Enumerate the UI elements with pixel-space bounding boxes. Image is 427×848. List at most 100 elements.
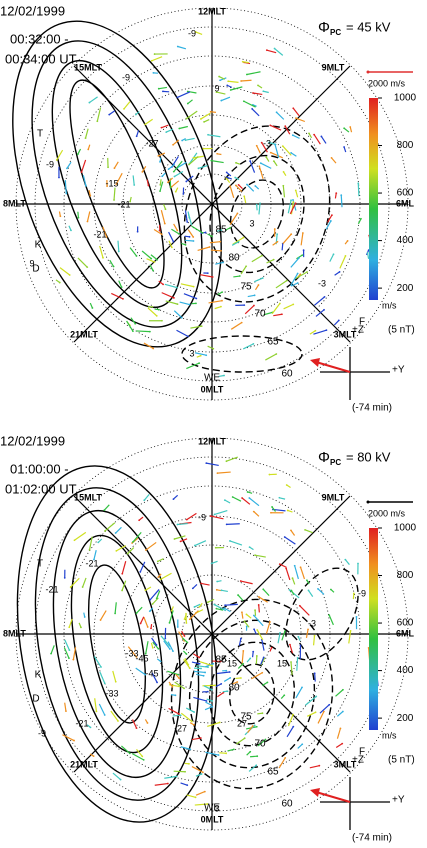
vector-origin	[65, 192, 68, 195]
latitude-label: 85	[215, 225, 227, 236]
colorbar-tick-label: 800	[397, 570, 414, 581]
latitude-label: 65	[267, 337, 279, 348]
vector-origin	[240, 321, 243, 324]
vector-origin	[306, 271, 308, 273]
vector-origin	[258, 165, 261, 168]
velocity-vector	[193, 670, 206, 674]
vector-origin	[234, 176, 237, 179]
vector-origin	[156, 681, 158, 684]
velocity-vector	[64, 639, 70, 651]
vector-origin	[152, 71, 155, 74]
velocity-vector	[241, 650, 244, 664]
potential-contour	[170, 598, 334, 790]
velocity-vector	[77, 148, 82, 155]
potential-contour	[229, 663, 275, 725]
vector-origin	[278, 302, 281, 305]
vector-origin	[339, 727, 342, 730]
vector-origin	[225, 669, 228, 672]
velocity-vector	[176, 329, 189, 337]
velocity-vector	[93, 550, 97, 560]
velocity-vector	[74, 531, 87, 541]
velocity-vector	[344, 559, 350, 566]
vector-origin	[329, 588, 332, 591]
vector-origin	[220, 99, 223, 102]
vector-origin	[245, 73, 248, 76]
velocity-vector	[325, 220, 332, 230]
vector-origin	[284, 630, 286, 633]
velocity-vector	[221, 96, 231, 102]
velocity-vector	[183, 659, 191, 669]
vector-origin	[194, 30, 197, 33]
velocity-vector	[295, 190, 299, 198]
velocity-vector	[135, 667, 146, 676]
mlt-label: 21MLT	[70, 329, 98, 339]
velocity-vector	[77, 211, 80, 218]
velocity-vector	[94, 698, 98, 712]
vector-origin	[252, 650, 255, 653]
vector-origin	[328, 703, 331, 706]
velocity-vector	[158, 152, 166, 157]
mlt-label: 15MLT	[74, 492, 102, 502]
vector-origin	[292, 201, 295, 204]
vector-origin	[150, 627, 152, 630]
velocity-vector	[111, 292, 124, 300]
vector-origin	[122, 297, 124, 300]
vector-origin	[225, 752, 228, 755]
velocity-vector	[109, 259, 115, 267]
vector-origin	[255, 203, 258, 206]
colorbar-tick-label: 800	[397, 140, 414, 151]
vector-origin	[185, 117, 188, 120]
imf-delay: (-74 min)	[352, 403, 392, 414]
vector-origin	[155, 644, 158, 646]
velocity-vector	[225, 178, 231, 184]
vector-origin	[89, 726, 92, 729]
colorbar-unit: m/s	[382, 300, 397, 310]
velocity-vector	[244, 305, 255, 315]
vector-origin	[357, 182, 360, 185]
velocity-vector	[147, 307, 158, 317]
vector-origin	[97, 541, 100, 544]
velocity-vector	[115, 526, 122, 534]
velocity-vector	[307, 711, 316, 717]
velocity-vector	[237, 663, 244, 669]
velocity-vector	[256, 629, 264, 641]
latitude-label: 75	[240, 712, 252, 723]
velocity-vector	[163, 640, 171, 650]
potential-contour	[209, 154, 305, 274]
vector-origin	[275, 111, 278, 114]
velocity-vector	[265, 621, 271, 634]
vector-origin	[241, 611, 243, 614]
vector-origin	[253, 628, 255, 631]
vector-origin	[223, 499, 226, 502]
vector-origin	[337, 319, 340, 322]
vector-origin	[148, 610, 151, 613]
vector-origin	[135, 727, 138, 730]
vector-origin	[72, 658, 75, 661]
vector-origin	[259, 202, 261, 205]
vector-origin	[366, 252, 369, 254]
velocity-vector	[305, 629, 309, 638]
velocity-vector	[253, 511, 260, 517]
velocity-vector	[161, 124, 169, 129]
velocity-vector	[282, 233, 292, 245]
vector-origin	[205, 700, 208, 702]
vector-origin	[141, 170, 144, 173]
velocity-vector	[251, 672, 263, 680]
vector-origin	[131, 541, 134, 543]
velocity-vector	[82, 577, 87, 588]
vector-origin	[243, 304, 246, 307]
velocity-vector	[149, 264, 154, 271]
vector-origin	[290, 199, 292, 202]
vector-origin	[210, 704, 212, 706]
region-label: D	[32, 264, 39, 275]
velocity-vector	[319, 704, 330, 714]
vector-origin	[220, 249, 222, 252]
vector-origin	[306, 579, 308, 582]
vector-origin	[284, 756, 287, 759]
vector-origin	[129, 200, 132, 203]
vector-origin	[188, 618, 191, 621]
vector-origin	[126, 552, 129, 555]
vector-origin	[211, 276, 214, 278]
vector-origin	[148, 330, 151, 333]
velocity-vector	[114, 602, 117, 614]
